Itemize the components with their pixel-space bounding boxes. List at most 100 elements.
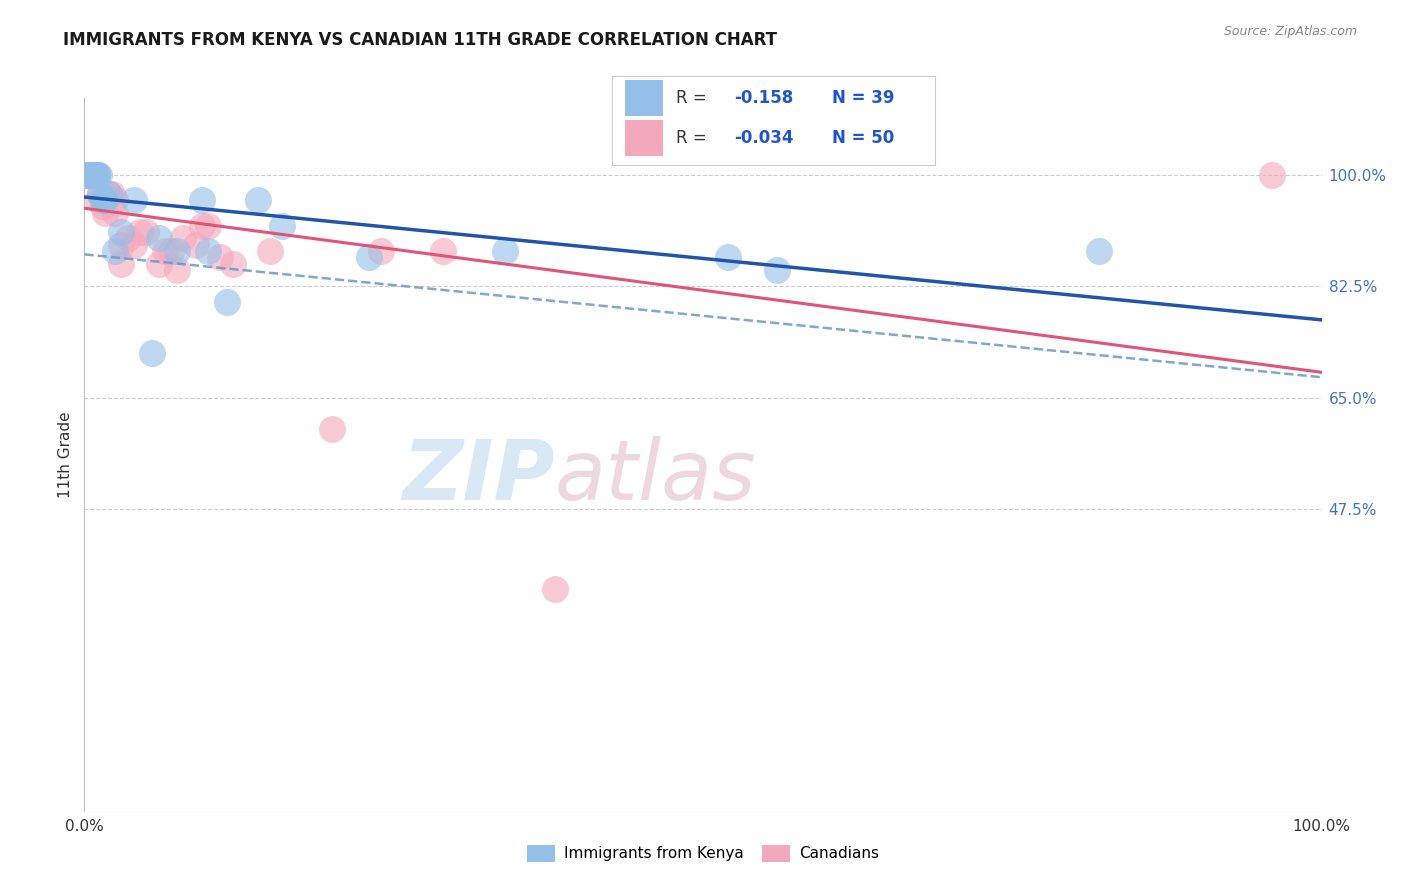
Point [87, 193, 110, 207]
Text: ZIP: ZIP [402, 436, 554, 516]
Point [148, 257, 170, 271]
Point [166, 263, 188, 277]
Point [79, 168, 101, 182]
Point [82, 168, 104, 182]
Point [76, 168, 98, 182]
Point [259, 244, 281, 258]
Point [79, 168, 101, 182]
Point [1261, 168, 1284, 182]
Point [79, 168, 101, 182]
Point [79, 168, 101, 182]
Point [75, 168, 97, 182]
Point [93, 193, 115, 207]
Point [122, 237, 145, 252]
Point [82, 168, 104, 182]
Point [104, 206, 127, 220]
Point [76, 168, 98, 182]
Point [191, 219, 214, 233]
Point [98, 186, 121, 201]
Text: Source: ZipAtlas.com: Source: ZipAtlas.com [1223, 25, 1357, 38]
Point [432, 244, 454, 258]
Point [104, 244, 127, 258]
Y-axis label: 11th Grade: 11th Grade [58, 411, 73, 499]
Point [191, 193, 214, 207]
Bar [624, 120, 664, 156]
Point [117, 231, 139, 245]
Text: N = 39: N = 39 [831, 89, 894, 107]
Point [357, 251, 380, 265]
Point [129, 225, 152, 239]
Point [766, 263, 789, 277]
Point [79, 168, 101, 182]
Point [160, 244, 183, 258]
Bar [624, 80, 664, 116]
Point [80, 168, 103, 182]
Point [77, 168, 100, 182]
Point [98, 186, 121, 201]
Point [93, 193, 115, 207]
Text: N = 50: N = 50 [831, 129, 894, 147]
Point [79, 168, 101, 182]
Point [543, 582, 565, 596]
Point [80, 168, 103, 182]
Point [141, 346, 163, 360]
Point [79, 168, 101, 182]
Point [89, 168, 111, 182]
Point [494, 244, 516, 258]
Point [79, 168, 101, 182]
Point [82, 168, 104, 182]
Text: R =: R = [676, 129, 713, 147]
Point [84, 168, 107, 182]
Text: IMMIGRANTS FROM KENYA VS CANADIAN 11TH GRADE CORRELATION CHART: IMMIGRANTS FROM KENYA VS CANADIAN 11TH G… [63, 31, 778, 49]
Point [197, 219, 219, 233]
Point [197, 244, 219, 258]
Point [77, 168, 100, 182]
Point [76, 168, 98, 182]
Point [246, 193, 269, 207]
Point [79, 168, 101, 182]
Point [110, 237, 132, 252]
Point [222, 257, 245, 271]
Point [271, 219, 294, 233]
Point [110, 257, 132, 271]
Point [86, 168, 108, 182]
Point [86, 168, 108, 182]
Point [104, 193, 127, 207]
Point [135, 225, 157, 239]
Point [84, 168, 107, 182]
Point [321, 422, 343, 436]
Point [209, 251, 232, 265]
Point [77, 168, 100, 182]
Point [83, 168, 105, 182]
Point [89, 186, 111, 201]
Point [1088, 244, 1111, 258]
Point [80, 168, 103, 182]
Point [79, 168, 101, 182]
Legend: Immigrants from Kenya, Canadians: Immigrants from Kenya, Canadians [522, 838, 884, 868]
Point [94, 206, 117, 220]
Point [717, 251, 740, 265]
Text: R =: R = [676, 89, 713, 107]
Point [77, 168, 100, 182]
Point [215, 295, 238, 310]
Point [172, 231, 194, 245]
Text: atlas: atlas [554, 436, 756, 516]
Text: -0.034: -0.034 [734, 129, 794, 147]
Text: -0.158: -0.158 [734, 89, 794, 107]
Point [91, 193, 114, 207]
Point [153, 244, 176, 258]
Point [83, 168, 105, 182]
Point [80, 168, 103, 182]
Point [89, 186, 111, 201]
Point [83, 168, 105, 182]
Point [148, 231, 170, 245]
Point [86, 168, 108, 182]
Point [83, 168, 105, 182]
Point [184, 237, 207, 252]
Point [370, 244, 392, 258]
Point [91, 199, 114, 213]
Point [110, 225, 132, 239]
Point [82, 168, 104, 182]
Point [166, 244, 188, 258]
Point [84, 168, 107, 182]
